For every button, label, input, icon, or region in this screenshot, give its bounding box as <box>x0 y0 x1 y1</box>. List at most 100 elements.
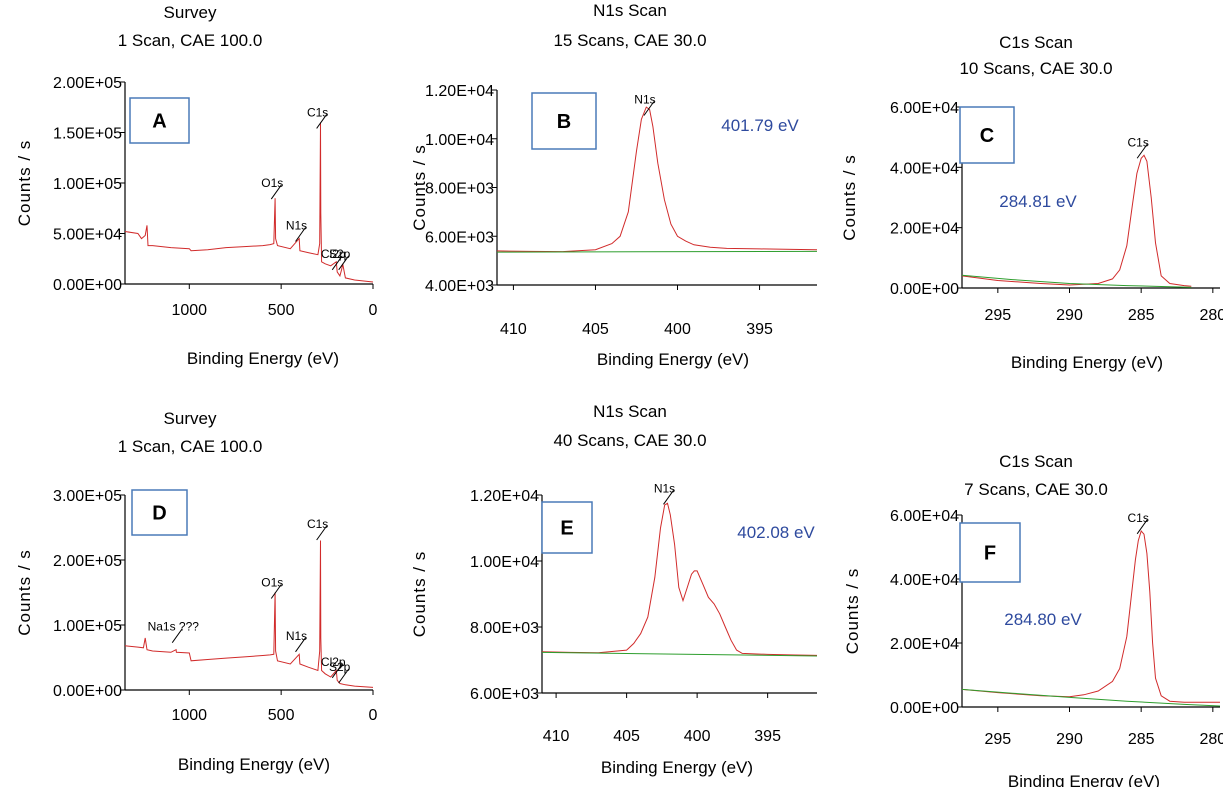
peak-label: Na1s ??? <box>148 620 200 634</box>
background-line <box>496 250 818 253</box>
spectrum-line <box>496 106 818 253</box>
y-axis-label: Counts / s <box>15 549 34 636</box>
y-tick-label: 0.00E+00 <box>53 277 122 294</box>
panel-letter-box <box>959 522 1021 583</box>
x-tick-label: 405 <box>582 321 609 338</box>
spectrum-line <box>961 154 1192 287</box>
chart-subtitle: 7 Scans, CAE 30.0 <box>964 480 1108 499</box>
panel-letter: F <box>984 543 996 565</box>
y-tick-label: 1.00E+05 <box>53 618 122 635</box>
x-tick-label: 395 <box>746 321 773 338</box>
x-tick-label: 285 <box>1128 307 1155 324</box>
y-tick-label: 1.20E+04 <box>470 488 539 505</box>
peak-label: N1s <box>654 481 675 495</box>
peak-label: S2p <box>329 660 351 674</box>
y-tick-label: 8.00E+03 <box>425 181 494 198</box>
peak-label: C1s <box>307 105 328 119</box>
chart-subtitle: 15 Scans, CAE 30.0 <box>553 31 706 50</box>
x-tick-label: 395 <box>754 728 781 745</box>
x-tick-label: 295 <box>984 307 1011 324</box>
x-axis-label: Binding Energy (eV) <box>178 755 330 774</box>
y-axis-label: Counts / s <box>410 551 429 638</box>
peak-marker <box>171 628 183 643</box>
x-tick-label: 290 <box>1056 731 1083 748</box>
x-tick-label: 410 <box>500 321 527 338</box>
peak-marker <box>295 637 306 653</box>
chart-panel-c: C1s Scan 10 Scans, CAE 30.0 0.00E+00 2.00E+… <box>840 33 1223 372</box>
y-tick-label: 6.00E+04 <box>890 100 959 117</box>
chart-title: Survey <box>164 409 217 428</box>
peak-marker <box>316 114 328 129</box>
y-tick-label: 8.00E+03 <box>470 620 539 637</box>
chart-title: Survey <box>164 3 217 22</box>
x-tick-label: 400 <box>664 321 691 338</box>
y-tick-label: 0.00E+00 <box>890 700 959 717</box>
x-tick-label: 280 <box>1199 731 1223 748</box>
peak-label: N1s <box>286 219 307 233</box>
y-tick-label: 4.00E+04 <box>890 572 959 589</box>
x-tick-label: 290 <box>1056 307 1083 324</box>
y-axis-label: Counts / s <box>843 568 862 655</box>
panel-letter: D <box>152 503 166 525</box>
panel-letter: E <box>560 518 573 540</box>
x-axis-label: Binding Energy (eV) <box>1008 772 1160 787</box>
x-axis-label: Binding Energy (eV) <box>187 349 339 368</box>
y-tick-label: 2.00E+05 <box>53 75 122 92</box>
spectrum-line <box>961 529 1220 703</box>
peak-label: C1s <box>307 517 328 531</box>
y-tick-label: 0.00E+00 <box>890 281 959 298</box>
spectrum-line <box>124 540 374 688</box>
chart-panel-d: Survey 1 Scan, CAE 100.0 0.00E+00 1.00E+05 2… <box>15 409 378 774</box>
y-tick-label: 1.00E+05 <box>53 176 122 193</box>
peak-label: Cl2p <box>321 247 346 261</box>
spectrum-line <box>124 122 374 283</box>
x-tick-label: 1000 <box>171 707 207 724</box>
x-tick-label: 285 <box>1128 731 1155 748</box>
background-line <box>541 651 818 657</box>
y-tick-label: 1.50E+05 <box>53 126 122 143</box>
panel-letter: C <box>980 125 994 147</box>
x-tick-label: 410 <box>543 728 570 745</box>
panel-letter-box <box>959 106 1015 164</box>
peak-marker <box>643 101 655 116</box>
peak-label: C1s <box>1127 135 1148 149</box>
panel-letter-box <box>131 489 188 536</box>
chart-panel-e: N1s Scan 40 Scans, CAE 30.0 6.00E+03 8.00E+… <box>410 402 818 777</box>
chart-title: N1s Scan <box>593 1 667 20</box>
chart-subtitle: 1 Scan, CAE 100.0 <box>118 31 263 50</box>
x-tick-label: 1000 <box>171 302 207 319</box>
x-tick-label: 500 <box>268 707 295 724</box>
panel-letter-box <box>531 92 597 150</box>
chart-title: N1s Scan <box>593 402 667 421</box>
y-tick-label: 6.00E+04 <box>890 508 959 525</box>
y-tick-label: 6.00E+03 <box>425 229 494 246</box>
chart-panel-f: C1s Scan 7 Scans, CAE 30.0 0.00E+00 2.00E+0… <box>843 452 1223 787</box>
chart-title: C1s Scan <box>999 452 1073 471</box>
binding-energy-annotation: 402.08 eV <box>737 523 815 542</box>
peak-label: C1s <box>1127 511 1148 525</box>
background-line <box>961 274 1192 288</box>
peak-marker <box>338 668 350 684</box>
chart-panel-b: N1s Scan 15 Scans, CAE 30.0 4.00E+03 6.00E+… <box>410 1 818 369</box>
x-tick-label: 295 <box>984 731 1011 748</box>
panel-letter: B <box>557 111 571 133</box>
y-tick-label: 4.00E+03 <box>425 278 494 295</box>
y-tick-label: 1.00E+04 <box>470 554 539 571</box>
peak-marker <box>295 227 306 242</box>
y-tick-label: 5.00E+04 <box>53 227 122 244</box>
peak-label: Cl2p <box>321 655 346 669</box>
x-axis-label: Binding Energy (eV) <box>1011 353 1163 372</box>
x-tick-label: 500 <box>268 302 295 319</box>
peak-label: N1s <box>286 629 307 643</box>
panel-letter: A <box>152 111 166 133</box>
panel-letter-box <box>129 97 190 144</box>
binding-energy-annotation: 401.79 eV <box>721 116 799 135</box>
x-tick-label: 0 <box>369 302 378 319</box>
y-tick-label: 6.00E+03 <box>470 686 539 703</box>
y-axis-label: Counts / s <box>840 154 859 241</box>
y-tick-label: 2.00E+04 <box>890 221 959 238</box>
peak-marker <box>331 255 343 271</box>
chart-subtitle: 1 Scan, CAE 100.0 <box>118 437 263 456</box>
peak-marker <box>270 584 282 599</box>
